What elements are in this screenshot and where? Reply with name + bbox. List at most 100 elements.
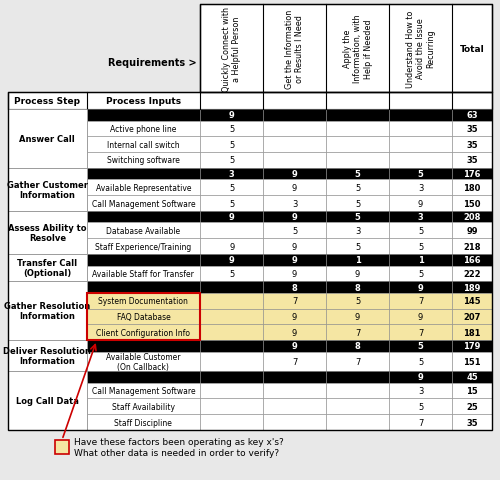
Bar bbox=[452, 212, 492, 223]
Bar bbox=[452, 110, 492, 121]
Bar bbox=[8, 110, 86, 168]
Bar bbox=[263, 398, 326, 414]
Bar bbox=[263, 180, 326, 196]
Text: 181: 181 bbox=[464, 328, 481, 337]
Bar bbox=[326, 340, 389, 352]
Bar bbox=[200, 414, 263, 430]
Bar bbox=[263, 137, 326, 153]
Bar bbox=[263, 309, 326, 325]
Bar bbox=[326, 383, 389, 398]
Text: Database Available: Database Available bbox=[106, 227, 180, 235]
Text: 7: 7 bbox=[418, 297, 424, 306]
Bar bbox=[452, 137, 492, 153]
Text: Process Step: Process Step bbox=[14, 97, 80, 106]
Bar bbox=[8, 309, 86, 325]
Text: FAQ Database: FAQ Database bbox=[116, 312, 170, 321]
Text: 35: 35 bbox=[466, 156, 478, 165]
Bar bbox=[452, 223, 492, 239]
Text: Requirements >: Requirements > bbox=[108, 58, 196, 68]
Bar bbox=[389, 325, 452, 340]
Bar bbox=[263, 383, 326, 398]
Bar bbox=[326, 223, 389, 239]
Text: Apply the
Information, with
Help if Needed: Apply the Information, with Help if Need… bbox=[342, 15, 372, 83]
Text: Staff Availability: Staff Availability bbox=[112, 402, 175, 411]
Bar bbox=[389, 282, 452, 293]
Bar bbox=[452, 383, 492, 398]
Text: 9: 9 bbox=[292, 256, 298, 265]
Text: 5: 5 bbox=[418, 357, 423, 366]
Text: 9: 9 bbox=[229, 242, 234, 251]
Bar bbox=[452, 168, 492, 180]
Text: Get the Information
or Results I Need: Get the Information or Results I Need bbox=[285, 9, 304, 88]
Bar bbox=[452, 180, 492, 196]
Bar bbox=[452, 282, 492, 293]
Text: 35: 35 bbox=[466, 141, 478, 149]
Bar bbox=[326, 414, 389, 430]
Text: 25: 25 bbox=[466, 402, 478, 411]
Bar bbox=[326, 168, 389, 180]
Text: System Documentation: System Documentation bbox=[98, 297, 188, 306]
Text: Client Configuration Info: Client Configuration Info bbox=[96, 328, 190, 337]
Text: 207: 207 bbox=[464, 312, 480, 321]
Bar bbox=[86, 414, 200, 430]
Bar bbox=[8, 212, 86, 223]
Text: 9: 9 bbox=[292, 183, 297, 192]
Text: Switching software: Switching software bbox=[107, 156, 180, 165]
Bar bbox=[389, 168, 452, 180]
Bar bbox=[8, 383, 86, 398]
Bar bbox=[8, 325, 86, 340]
Bar bbox=[263, 352, 326, 372]
Text: Answer Call: Answer Call bbox=[20, 135, 75, 144]
Bar bbox=[263, 293, 326, 309]
Text: 150: 150 bbox=[464, 199, 481, 208]
Bar bbox=[200, 325, 263, 340]
Text: 5: 5 bbox=[355, 297, 360, 306]
Text: 9: 9 bbox=[418, 283, 424, 292]
Bar bbox=[86, 121, 200, 137]
Bar bbox=[86, 293, 200, 340]
Text: 5: 5 bbox=[418, 402, 423, 411]
Bar bbox=[326, 309, 389, 325]
Bar bbox=[326, 196, 389, 212]
Bar bbox=[326, 137, 389, 153]
Bar bbox=[326, 212, 389, 223]
Bar bbox=[389, 254, 452, 266]
Bar bbox=[452, 266, 492, 282]
Text: 5: 5 bbox=[418, 242, 423, 251]
Bar bbox=[452, 325, 492, 340]
Bar bbox=[8, 266, 86, 282]
Text: 35: 35 bbox=[466, 125, 478, 133]
Text: Deliver Resolution
Information: Deliver Resolution Information bbox=[4, 346, 92, 366]
Bar bbox=[389, 293, 452, 309]
Bar bbox=[8, 110, 86, 121]
Text: 1: 1 bbox=[354, 256, 360, 265]
Bar bbox=[389, 239, 452, 254]
Bar bbox=[326, 398, 389, 414]
Text: Available Staff for Transfer: Available Staff for Transfer bbox=[92, 269, 194, 278]
Text: 3: 3 bbox=[418, 183, 424, 192]
Bar bbox=[8, 168, 86, 180]
Bar bbox=[200, 239, 263, 254]
Bar bbox=[8, 93, 492, 110]
Bar bbox=[389, 196, 452, 212]
Bar bbox=[263, 212, 326, 223]
Text: 176: 176 bbox=[464, 170, 481, 179]
Bar bbox=[263, 372, 326, 383]
Text: 145: 145 bbox=[463, 297, 481, 306]
Bar bbox=[263, 325, 326, 340]
Text: 5: 5 bbox=[229, 199, 234, 208]
Text: 218: 218 bbox=[464, 242, 481, 251]
Text: Call Management Software: Call Management Software bbox=[92, 386, 195, 395]
Bar bbox=[8, 196, 86, 212]
Text: 179: 179 bbox=[464, 342, 480, 351]
Text: 8: 8 bbox=[354, 342, 360, 351]
Text: 5: 5 bbox=[418, 170, 424, 179]
Text: 5: 5 bbox=[229, 156, 234, 165]
Bar bbox=[86, 223, 200, 239]
Bar bbox=[389, 414, 452, 430]
Bar bbox=[263, 282, 326, 293]
Text: 5: 5 bbox=[355, 183, 360, 192]
Bar bbox=[200, 372, 263, 383]
Text: 222: 222 bbox=[463, 269, 481, 278]
Bar bbox=[86, 110, 200, 121]
